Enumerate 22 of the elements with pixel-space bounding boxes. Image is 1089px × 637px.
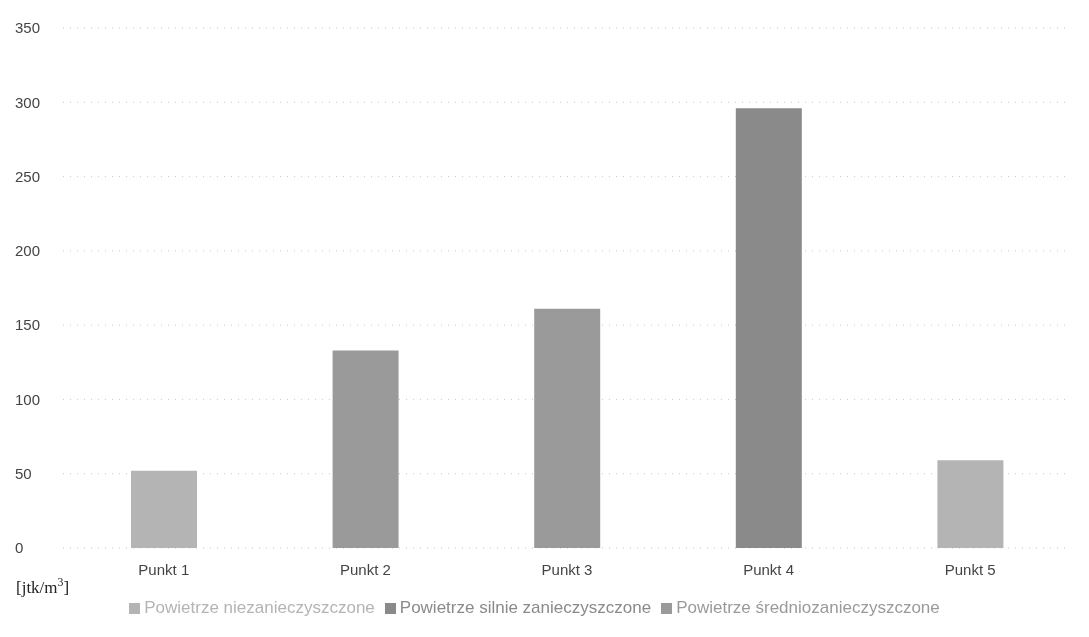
x-tick-label: Punkt 5 [944, 560, 996, 578]
y-tick-label: 300 [15, 93, 41, 111]
bar [735, 108, 802, 548]
bar [937, 460, 1004, 548]
legend-label: Powietrze niezanieczyszczone [144, 598, 375, 617]
legend-label: Powietrze silnie zanieczyszczone [399, 598, 652, 617]
bar [332, 350, 399, 548]
x-tick-label: Punkt 3 [541, 560, 593, 578]
y-tick-label: 150 [15, 316, 41, 334]
y-tick-label: 0 [15, 539, 24, 557]
x-tick-label: Punkt 2 [339, 560, 391, 578]
x-tick-label: Punkt 1 [138, 560, 190, 578]
bar [534, 308, 601, 548]
y-tick-label: 50 [15, 465, 32, 483]
bar [131, 470, 197, 548]
y-tick-label: 250 [15, 167, 41, 185]
y-tick-label: 200 [15, 242, 41, 260]
x-tick-label: Punkt 4 [743, 560, 795, 578]
y-tick-label: 350 [15, 19, 41, 37]
y-axis-title: [jtk/m$^{3}$] [16, 575, 70, 597]
y-tick-label: 100 [15, 390, 41, 408]
legend-label: Powietrze średniozanieczyszczone [676, 598, 940, 617]
